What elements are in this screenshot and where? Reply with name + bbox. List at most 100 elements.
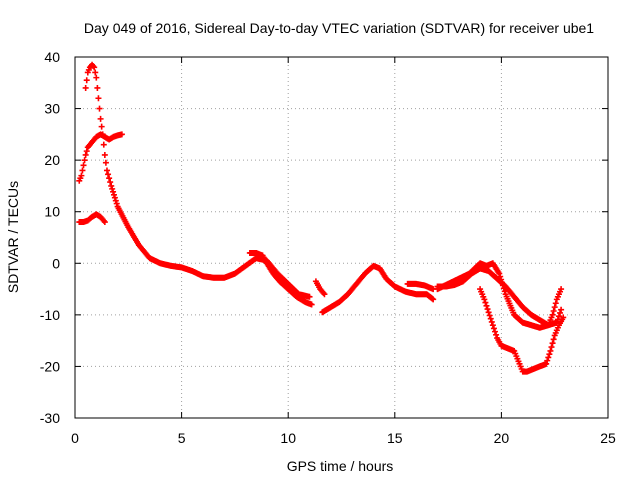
data-point xyxy=(482,299,489,306)
data-point xyxy=(110,191,117,198)
y-axis-label: SDTVAR / TECUs xyxy=(5,181,21,293)
data-points xyxy=(76,61,567,375)
data-point xyxy=(550,336,557,343)
x-axis-label: GPS time / hours xyxy=(287,458,394,474)
data-point xyxy=(91,64,98,71)
data-point xyxy=(92,69,99,76)
series-track-i xyxy=(434,260,565,331)
data-point xyxy=(118,131,125,138)
data-point xyxy=(83,77,90,84)
data-point xyxy=(486,312,493,319)
y-tick-label: 30 xyxy=(44,101,60,117)
data-point xyxy=(545,354,552,361)
data-point xyxy=(555,313,562,320)
x-tick-label: 5 xyxy=(178,430,186,446)
data-point xyxy=(95,95,102,102)
plot-frame xyxy=(74,56,609,419)
data-point xyxy=(308,301,315,308)
data-point xyxy=(306,293,313,300)
series-track-g xyxy=(404,280,437,293)
data-point xyxy=(81,157,88,164)
data-point xyxy=(94,84,101,91)
data-point xyxy=(493,331,500,338)
data-point xyxy=(108,182,115,189)
x-tick-label: 20 xyxy=(494,430,510,446)
series-track-j xyxy=(477,286,567,375)
data-point xyxy=(80,162,87,169)
series-track-b xyxy=(76,131,125,184)
x-tick-label: 15 xyxy=(387,430,403,446)
data-point xyxy=(485,309,492,316)
grid-lines xyxy=(75,57,608,418)
data-point xyxy=(97,115,104,122)
data-point xyxy=(496,270,503,277)
y-tick-label: 10 xyxy=(44,204,60,220)
y-tick-label: 0 xyxy=(52,255,60,271)
axis-ticks: 0 5 10 15 20 25 40 30 20 10 0 -10 -20 -30 xyxy=(40,49,616,446)
data-point xyxy=(557,309,564,316)
data-point xyxy=(499,282,506,289)
data-point xyxy=(106,175,113,182)
data-point xyxy=(498,276,505,283)
data-point xyxy=(544,357,551,364)
data-point xyxy=(321,291,328,298)
data-point xyxy=(109,185,116,192)
data-point xyxy=(112,197,119,204)
data-point xyxy=(549,311,556,318)
data-point xyxy=(499,279,506,286)
data-point xyxy=(547,347,554,354)
data-point xyxy=(560,314,567,321)
y-tick-label: -20 xyxy=(40,358,60,374)
data-point xyxy=(82,151,89,158)
y-tick-label: 40 xyxy=(44,49,60,65)
data-point xyxy=(105,171,112,178)
data-point xyxy=(550,307,557,314)
series-track-f xyxy=(319,262,437,316)
y-tick-label: 20 xyxy=(44,152,60,168)
data-point xyxy=(111,194,118,201)
data-point xyxy=(96,105,103,112)
data-point xyxy=(101,151,108,158)
series-track-d xyxy=(246,249,315,308)
data-point xyxy=(103,167,110,174)
data-point xyxy=(82,84,89,91)
data-point xyxy=(549,340,556,347)
data-point xyxy=(113,200,120,207)
data-point xyxy=(110,188,117,195)
data-point xyxy=(551,304,558,311)
data-point xyxy=(489,322,496,329)
data-point xyxy=(79,167,86,174)
series-track-e xyxy=(312,278,328,298)
y-tick-label: -10 xyxy=(40,307,60,323)
data-point xyxy=(487,315,494,322)
data-point xyxy=(93,74,100,81)
data-point xyxy=(552,300,559,307)
data-point xyxy=(492,328,499,335)
data-point xyxy=(500,285,507,292)
data-point xyxy=(430,296,437,303)
series-track-a xyxy=(76,211,108,226)
data-point xyxy=(501,288,508,295)
data-point xyxy=(488,318,495,325)
data-point xyxy=(558,286,565,293)
data-point xyxy=(98,123,105,130)
data-point xyxy=(558,306,565,313)
x-tick-label: 10 xyxy=(280,430,296,446)
data-point xyxy=(543,360,550,367)
data-point xyxy=(83,148,90,155)
data-point xyxy=(107,179,114,186)
y-tick-label: -30 xyxy=(40,410,60,426)
data-point xyxy=(497,273,504,280)
data-point xyxy=(102,159,109,166)
data-point xyxy=(78,172,85,179)
data-point xyxy=(548,344,555,351)
data-point xyxy=(481,296,488,303)
chart-title: Day 049 of 2016, Sidereal Day-to-day VTE… xyxy=(84,20,594,36)
x-tick-label: 25 xyxy=(600,430,616,446)
x-tick-label: 0 xyxy=(71,430,79,446)
data-point xyxy=(490,325,497,332)
data-point xyxy=(484,306,491,313)
data-point xyxy=(99,131,106,138)
data-point xyxy=(101,219,108,226)
